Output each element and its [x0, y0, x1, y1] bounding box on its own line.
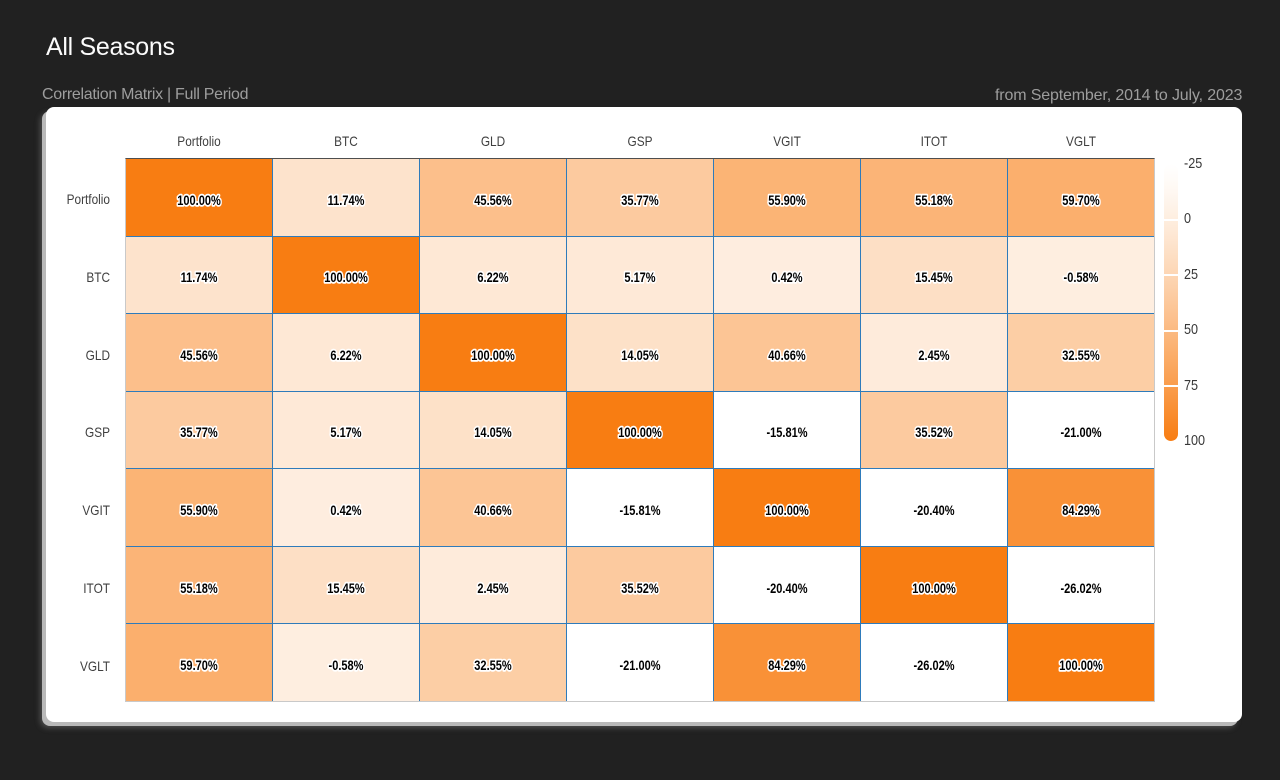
- svg-text:2.45%: 2.45%: [477, 579, 509, 595]
- svg-text:40.66%: 40.66%: [768, 347, 806, 363]
- svg-text:6.22%: 6.22%: [477, 269, 509, 285]
- svg-text:84.29%: 84.29%: [768, 657, 806, 673]
- svg-text:35.52%: 35.52%: [915, 424, 953, 440]
- svg-text:55.18%: 55.18%: [180, 579, 218, 595]
- svg-text:15.45%: 15.45%: [915, 269, 953, 285]
- svg-text:100.00%: 100.00%: [765, 502, 809, 518]
- svg-text:-0.58%: -0.58%: [329, 657, 364, 673]
- svg-text:5.17%: 5.17%: [330, 424, 362, 440]
- svg-text:6.22%: 6.22%: [330, 347, 362, 363]
- svg-text:100.00%: 100.00%: [912, 579, 956, 595]
- svg-text:2.45%: 2.45%: [918, 347, 950, 363]
- svg-text:100.00%: 100.00%: [324, 269, 368, 285]
- svg-text:84.29%: 84.29%: [1062, 502, 1100, 518]
- svg-text:55.90%: 55.90%: [768, 192, 806, 208]
- svg-text:11.74%: 11.74%: [328, 192, 365, 208]
- svg-text:55.18%: 55.18%: [915, 192, 953, 208]
- svg-text:32.55%: 32.55%: [1062, 347, 1100, 363]
- svg-text:100.00%: 100.00%: [177, 192, 221, 208]
- svg-text:32.55%: 32.55%: [474, 657, 512, 673]
- svg-text:100.00%: 100.00%: [618, 424, 662, 440]
- svg-text:35.77%: 35.77%: [180, 424, 218, 440]
- svg-text:-21.00%: -21.00%: [620, 657, 661, 673]
- svg-text:35.52%: 35.52%: [621, 579, 659, 595]
- svg-text:-21.00%: -21.00%: [1061, 424, 1102, 440]
- svg-text:-15.81%: -15.81%: [620, 502, 661, 518]
- svg-text:5.17%: 5.17%: [624, 269, 656, 285]
- svg-text:59.70%: 59.70%: [1062, 192, 1100, 208]
- svg-text:14.05%: 14.05%: [474, 424, 512, 440]
- svg-text:-0.58%: -0.58%: [1064, 269, 1099, 285]
- svg-text:55.90%: 55.90%: [180, 502, 218, 518]
- svg-text:35.77%: 35.77%: [621, 192, 659, 208]
- svg-text:0.42%: 0.42%: [330, 502, 362, 518]
- svg-text:45.56%: 45.56%: [180, 347, 218, 363]
- svg-text:-20.40%: -20.40%: [767, 579, 808, 595]
- svg-text:100.00%: 100.00%: [471, 347, 515, 363]
- svg-text:-26.02%: -26.02%: [1061, 579, 1102, 595]
- svg-text:-15.81%: -15.81%: [767, 424, 808, 440]
- svg-text:40.66%: 40.66%: [474, 502, 512, 518]
- svg-text:100.00%: 100.00%: [1059, 657, 1103, 673]
- svg-text:-20.40%: -20.40%: [914, 502, 955, 518]
- svg-text:11.74%: 11.74%: [181, 269, 218, 285]
- svg-text:-26.02%: -26.02%: [914, 657, 955, 673]
- svg-text:0.42%: 0.42%: [771, 269, 803, 285]
- svg-text:15.45%: 15.45%: [327, 579, 365, 595]
- svg-text:14.05%: 14.05%: [621, 347, 659, 363]
- svg-text:45.56%: 45.56%: [474, 192, 512, 208]
- svg-text:59.70%: 59.70%: [180, 657, 218, 673]
